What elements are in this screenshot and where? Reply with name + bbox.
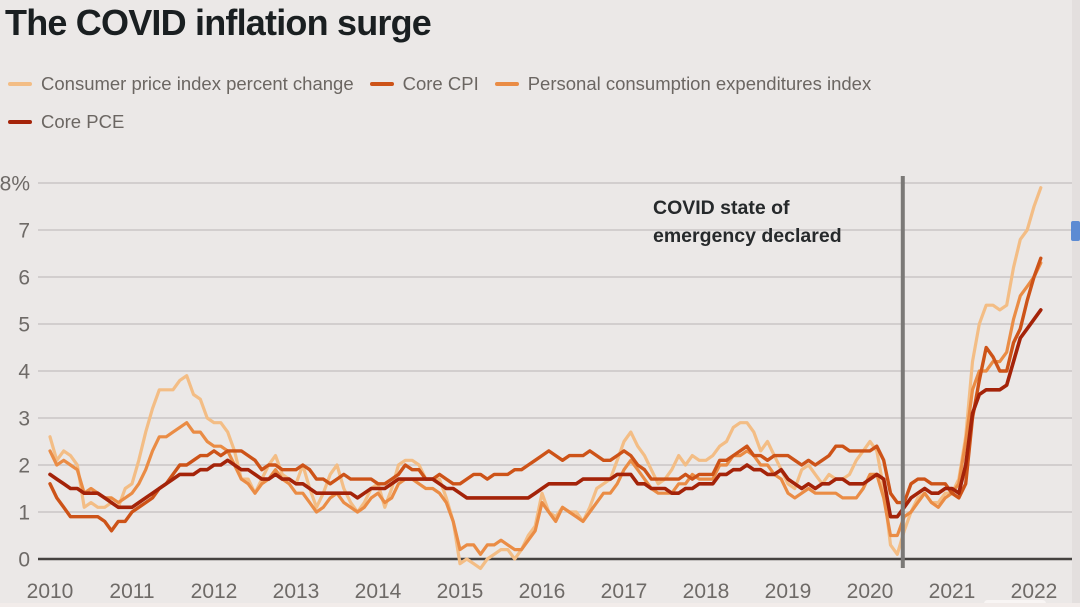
x-tick-label: 2012 xyxy=(191,580,238,603)
legend-label: Personal consumption expenditures index xyxy=(527,73,872,94)
y-tick-label: 1 xyxy=(18,502,30,525)
page-title: The COVID inflation surge xyxy=(5,2,432,43)
x-tick-label: 2022 xyxy=(1011,580,1058,603)
x-tick-label: 2015 xyxy=(437,580,484,603)
legend-label: Core PCE xyxy=(41,111,125,132)
video-overlay-artifact xyxy=(1071,221,1080,241)
legend-item: Personal consumption expenditures index xyxy=(494,73,872,95)
covid-annotation: COVID state of emergency declared xyxy=(653,195,842,250)
y-tick-label: 5 xyxy=(18,314,30,337)
y-tick-label: 4 xyxy=(18,361,30,384)
legend-swatch xyxy=(8,120,32,124)
legend: Consumer price index percent change Core … xyxy=(8,73,968,133)
y-tick-label: 2 xyxy=(18,455,30,478)
x-tick-label: 2014 xyxy=(355,580,402,603)
x-tick-label: 2011 xyxy=(109,580,154,603)
legend-item: Core PCE xyxy=(8,111,124,133)
x-tick-label: 2019 xyxy=(765,580,812,603)
y-tick-label: 7 xyxy=(18,220,30,243)
x-tick-label: 2013 xyxy=(273,580,320,603)
frame-bottom-edge xyxy=(0,603,1080,607)
series-line-core-pce xyxy=(48,308,1043,519)
legend-label: Consumer price index percent change xyxy=(41,73,354,94)
y-tick-label: 0 xyxy=(18,549,30,572)
x-tick-label: 2010 xyxy=(27,580,74,603)
x-tick-label: 2020 xyxy=(847,580,894,603)
y-tick-label: 6 xyxy=(18,267,30,290)
legend-label: Core CPI xyxy=(402,73,479,94)
legend-swatch xyxy=(494,82,519,86)
video-frame-edge xyxy=(1072,0,1080,607)
y-tick-label: 3 xyxy=(18,408,30,431)
series-line-cpi xyxy=(48,186,1043,571)
legend-item: Consumer price index percent change xyxy=(8,73,354,95)
legend-swatch xyxy=(369,82,394,86)
y-tick-label: 8% xyxy=(0,173,30,196)
annotation-line-1: COVID state of xyxy=(653,197,790,219)
x-tick-label: 2017 xyxy=(601,580,648,603)
series-line-pce xyxy=(48,261,1043,556)
x-tick-label: 2018 xyxy=(683,580,730,603)
x-tick-label: 2021 xyxy=(929,580,976,603)
series-line-core-cpi xyxy=(48,256,1043,533)
legend-swatch xyxy=(8,82,32,86)
annotation-line-2: emergency declared xyxy=(653,224,842,247)
legend-item: Core CPI xyxy=(369,73,479,95)
x-tick-label: 2016 xyxy=(519,580,566,603)
